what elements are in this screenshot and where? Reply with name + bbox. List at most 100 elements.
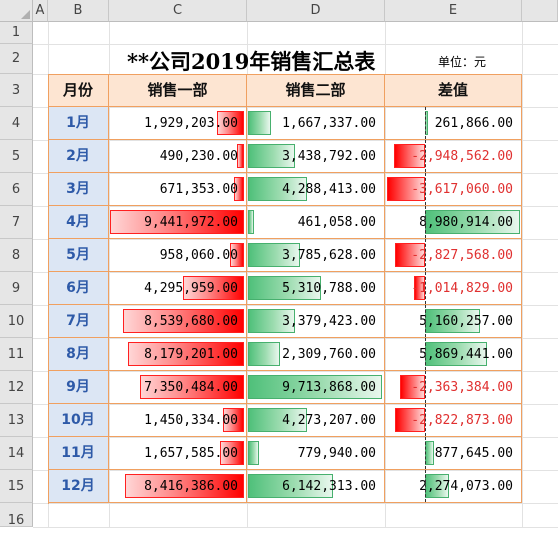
dept2-value: 9,713,868.00 <box>282 380 376 395</box>
dept1-cell[interactable]: 671,353.00 <box>109 173 247 206</box>
column-header-d[interactable]: D <box>247 0 385 22</box>
month-cell[interactable]: 11月 <box>48 437 109 470</box>
row-header-7[interactable]: 7 <box>0 206 33 239</box>
data-bar <box>127 342 244 366</box>
row-header-11[interactable]: 11 <box>0 338 33 371</box>
row-header-13[interactable]: 13 <box>0 404 33 437</box>
diff-cell[interactable]: -2,822,873.00 <box>385 404 522 437</box>
month-cell[interactable]: 12月 <box>48 470 109 503</box>
data-bar <box>414 276 426 300</box>
row-header-10[interactable]: 10 <box>0 305 33 338</box>
diff-cell[interactable]: -2,948,562.00 <box>385 140 522 173</box>
header-diff[interactable]: 差值 <box>385 74 522 107</box>
dept1-cell[interactable]: 1,450,334.00 <box>109 404 247 437</box>
column-header-c[interactable]: C <box>109 0 247 22</box>
data-bar <box>248 144 296 168</box>
dept1-cell[interactable]: 1,929,203.00 <box>109 107 247 140</box>
dept1-value: 671,353.00 <box>159 182 238 197</box>
dept2-cell[interactable]: 2,309,760.00 <box>247 338 385 371</box>
month-cell[interactable]: 6月 <box>48 272 109 305</box>
axis-line <box>425 140 427 172</box>
dept1-cell[interactable]: 8,539,680.00 <box>109 305 247 338</box>
dept2-value: 779,940.00 <box>297 446 376 461</box>
dept2-value: 6,142,313.00 <box>282 479 376 494</box>
diff-cell[interactable]: -1,014,829.00 <box>385 272 522 305</box>
data-bar <box>234 177 244 201</box>
dept1-value: 1,450,334.00 <box>144 413 238 428</box>
data-bar <box>139 375 244 399</box>
column-header-a[interactable]: A <box>33 0 48 22</box>
dept1-cell[interactable]: 8,416,386.00 <box>109 470 247 503</box>
row-header-6[interactable]: 6 <box>0 173 33 206</box>
dept1-cell[interactable]: 8,179,201.00 <box>109 338 247 371</box>
header-dept1[interactable]: 销售一部 <box>109 74 247 107</box>
month-cell[interactable]: 5月 <box>48 239 109 272</box>
header-dept2[interactable]: 销售二部 <box>247 74 385 107</box>
diff-cell[interactable]: -3,617,060.00 <box>385 173 522 206</box>
month-cell[interactable]: 1月 <box>48 107 109 140</box>
dept1-cell[interactable]: 4,295,959.00 <box>109 272 247 305</box>
column-header-b[interactable]: B <box>48 0 109 22</box>
month-cell[interactable]: 4月 <box>48 206 109 239</box>
data-bar <box>395 408 426 432</box>
month-cell[interactable]: 9月 <box>48 371 109 404</box>
dept2-cell[interactable]: 3,785,628.00 <box>247 239 385 272</box>
column-header-e[interactable]: E <box>385 0 522 22</box>
dept2-cell[interactable]: 4,288,413.00 <box>247 173 385 206</box>
dept1-cell[interactable]: 7,350,484.00 <box>109 371 247 404</box>
month-cell[interactable]: 10月 <box>48 404 109 437</box>
row-header-8[interactable]: 8 <box>0 239 33 272</box>
month-cell[interactable]: 8月 <box>48 338 109 371</box>
dept2-cell[interactable]: 3,438,792.00 <box>247 140 385 173</box>
row-header-16[interactable]: 16 <box>0 503 33 528</box>
diff-cell[interactable]: -2,363,384.00 <box>385 371 522 404</box>
diff-value: -3,617,060.00 <box>411 182 513 197</box>
diff-cell[interactable]: 8,980,914.00 <box>385 206 522 239</box>
row-header-2[interactable]: 2 <box>0 44 33 74</box>
diff-value: -2,948,562.00 <box>411 149 513 164</box>
column-header-f[interactable] <box>522 0 558 22</box>
dept2-value: 5,310,788.00 <box>282 281 376 296</box>
gridline <box>33 437 558 438</box>
dept2-cell[interactable]: 1,667,337.00 <box>247 107 385 140</box>
data-bar <box>248 276 322 300</box>
row-header-15[interactable]: 15 <box>0 470 33 503</box>
select-all-corner[interactable] <box>0 0 33 22</box>
diff-cell[interactable]: 2,274,073.00 <box>385 470 522 503</box>
dept2-cell[interactable]: 4,273,207.00 <box>247 404 385 437</box>
data-bar <box>387 177 426 201</box>
dept2-cell[interactable]: 461,058.00 <box>247 206 385 239</box>
diff-cell[interactable]: 877,645.00 <box>385 437 522 470</box>
gridline <box>33 404 558 405</box>
dept2-cell[interactable]: 3,379,423.00 <box>247 305 385 338</box>
axis-line <box>425 173 427 205</box>
row-header-12[interactable]: 12 <box>0 371 33 404</box>
dept2-cell[interactable]: 6,142,313.00 <box>247 470 385 503</box>
dept1-value: 8,416,386.00 <box>144 479 238 494</box>
row-header-4[interactable]: 4 <box>0 107 33 140</box>
diff-cell[interactable]: 5,160,257.00 <box>385 305 522 338</box>
diff-cell[interactable]: -2,827,568.00 <box>385 239 522 272</box>
dept2-cell[interactable]: 779,940.00 <box>247 437 385 470</box>
table-left-border <box>48 74 49 504</box>
dept2-cell[interactable]: 5,310,788.00 <box>247 272 385 305</box>
unit-label[interactable]: 单位：元 <box>438 55 487 69</box>
row-header-14[interactable]: 14 <box>0 437 33 470</box>
month-cell[interactable]: 2月 <box>48 140 109 173</box>
dept1-cell[interactable]: 490,230.00 <box>109 140 247 173</box>
dept1-cell[interactable]: 958,060.00 <box>109 239 247 272</box>
sheet-title[interactable]: **公司2019年销售汇总表 <box>127 49 376 74</box>
row-header-3[interactable]: 3 <box>0 74 33 107</box>
diff-cell[interactable]: 261,866.00 <box>385 107 522 140</box>
dept2-cell[interactable]: 9,713,868.00 <box>247 371 385 404</box>
diff-cell[interactable]: 5,869,441.00 <box>385 338 522 371</box>
month-cell[interactable]: 7月 <box>48 305 109 338</box>
row-header-9[interactable]: 9 <box>0 272 33 305</box>
row-header-5[interactable]: 5 <box>0 140 33 173</box>
dept1-cell[interactable]: 9,441,972.00 <box>109 206 247 239</box>
dept1-cell[interactable]: 1,657,585.00 <box>109 437 247 470</box>
month-cell[interactable]: 3月 <box>48 173 109 206</box>
row-header-1[interactable]: 1 <box>0 22 33 44</box>
header-month[interactable]: 月份 <box>48 74 109 107</box>
